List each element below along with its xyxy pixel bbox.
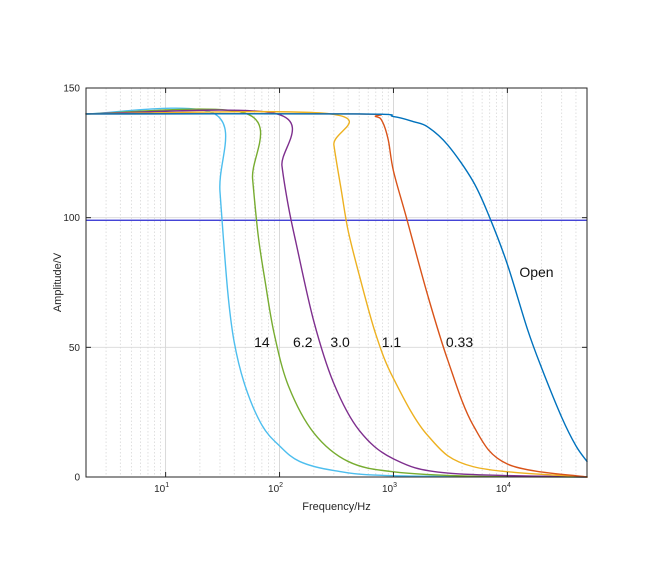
x-axis-label: Frequency/Hz: [302, 501, 370, 513]
series-line-0-33: [85, 113, 588, 478]
curve-label: 1.1: [382, 334, 402, 350]
y-tick-label: 100: [63, 213, 80, 224]
y-tick-labels: 0 50 100 150: [63, 84, 80, 484]
curve-label: 3.0: [330, 334, 350, 350]
series-layer: [85, 107, 588, 478]
series-line-3-0: [85, 109, 588, 478]
series-line-1-1: [85, 110, 588, 478]
series-line-open: [85, 113, 588, 463]
x-tick-labels: 101 102 103 104: [154, 482, 511, 495]
series-line-14: [85, 107, 588, 478]
plot-frame: [85, 87, 588, 478]
series-line-6-2: [85, 108, 588, 478]
y-tick-label: 50: [69, 343, 81, 354]
curve-label: 0.33: [446, 334, 473, 350]
x-tick-label: 103: [382, 482, 397, 495]
y-tick-label: 0: [74, 473, 80, 484]
curve-annotations: 14 6.2 3.0 1.1 0.33 Open: [254, 264, 553, 350]
x-tick-label: 104: [496, 482, 511, 495]
y-tick-label: 150: [63, 84, 80, 95]
major-grid: [86, 88, 587, 477]
curve-label: 14: [254, 334, 270, 350]
x-tick-label: 101: [154, 482, 169, 495]
curve-label: 6.2: [293, 334, 313, 350]
x-tick-label: 102: [268, 482, 283, 495]
minor-grid: [105, 88, 577, 477]
curve-label: Open: [519, 264, 553, 280]
y-axis-label: Amplitude/V: [52, 252, 64, 312]
tick-marks: [86, 87, 587, 478]
